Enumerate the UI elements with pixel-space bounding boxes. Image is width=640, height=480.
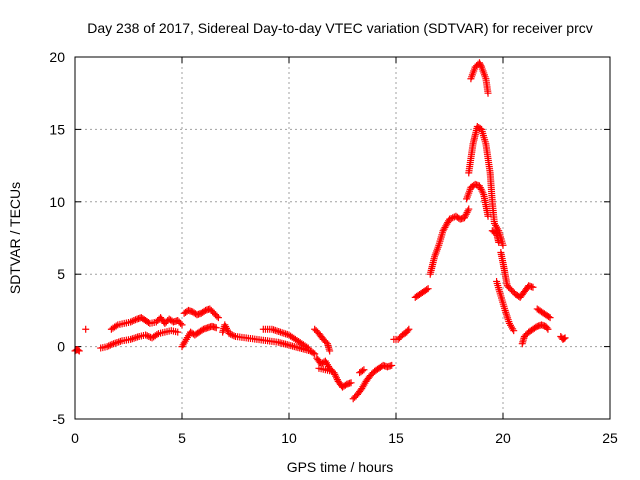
y-tick-label: 5 — [57, 266, 65, 282]
data-point — [214, 314, 222, 322]
data-point — [358, 367, 366, 375]
data-point — [544, 325, 552, 333]
data-point — [495, 238, 503, 246]
data-point — [153, 331, 161, 339]
x-tick-label: 0 — [71, 430, 79, 446]
sdtvar-points — [71, 59, 569, 403]
grid-lines — [75, 57, 610, 419]
data-point — [446, 215, 453, 223]
data-point — [112, 322, 120, 330]
x-tick-label: 15 — [388, 430, 404, 446]
data-point — [499, 241, 507, 249]
data-point — [546, 314, 554, 322]
x-tick-label: 25 — [602, 430, 618, 446]
x-tick-label: 20 — [495, 430, 511, 446]
y-tick-label: 20 — [49, 49, 65, 65]
axis-ticks — [74, 56, 611, 420]
data-point — [82, 325, 90, 333]
x-tick-label: 5 — [178, 430, 186, 446]
data-point — [174, 328, 182, 336]
y-tick-labels: -5 0 5 10 15 20 — [49, 49, 65, 427]
data-point — [128, 317, 136, 325]
data-point — [130, 317, 138, 325]
data-point — [177, 319, 185, 327]
x-axis-label: GPS time / hours — [287, 459, 394, 475]
x-tick-label: 10 — [281, 430, 297, 446]
data-point — [545, 313, 553, 321]
data-point — [405, 325, 413, 333]
data-point — [178, 321, 186, 329]
data-point — [543, 324, 551, 332]
y-tick-label: 10 — [49, 194, 65, 210]
data-point — [230, 332, 238, 340]
x-tick-labels: 0 5 10 15 20 25 — [71, 430, 618, 446]
data-point — [103, 343, 111, 351]
data-point — [108, 340, 116, 348]
data-point — [105, 342, 113, 350]
data-point — [304, 344, 312, 352]
data-point — [228, 331, 236, 339]
data-point — [143, 332, 151, 340]
data-point — [560, 335, 568, 343]
plot-frame — [74, 56, 611, 420]
data-point — [360, 366, 368, 374]
chart-title: Day 238 of 2017, Sidereal Day-to-day VTE… — [87, 20, 593, 36]
data-point — [477, 62, 485, 70]
data-point — [311, 350, 319, 358]
data-point — [213, 312, 221, 320]
data-point — [225, 330, 233, 338]
y-tick-label: 0 — [57, 339, 65, 355]
data-point — [510, 327, 518, 335]
y-tick-label: -5 — [53, 411, 66, 427]
data-point — [423, 286, 431, 294]
data-point — [75, 347, 83, 355]
data-point — [227, 330, 235, 338]
data-point — [142, 331, 150, 339]
data-point — [465, 205, 473, 213]
data-point — [106, 341, 114, 349]
data-point — [347, 379, 355, 387]
data-point — [561, 334, 569, 342]
data-point — [127, 318, 135, 326]
y-axis-label: SDTVAR / TECUs — [7, 182, 23, 294]
data-point — [388, 361, 396, 369]
data-point — [424, 285, 432, 293]
data-point — [309, 349, 317, 357]
data-point — [303, 343, 311, 351]
data-point — [529, 283, 537, 291]
data-point — [131, 316, 139, 324]
data-point — [328, 367, 336, 375]
y-tick-label: 15 — [49, 121, 65, 137]
data-point — [404, 327, 412, 335]
data-point — [326, 347, 334, 355]
data-point — [447, 214, 455, 222]
data-point — [74, 346, 82, 354]
data-point — [484, 212, 492, 220]
data-point — [212, 324, 220, 332]
data-point — [484, 89, 492, 97]
